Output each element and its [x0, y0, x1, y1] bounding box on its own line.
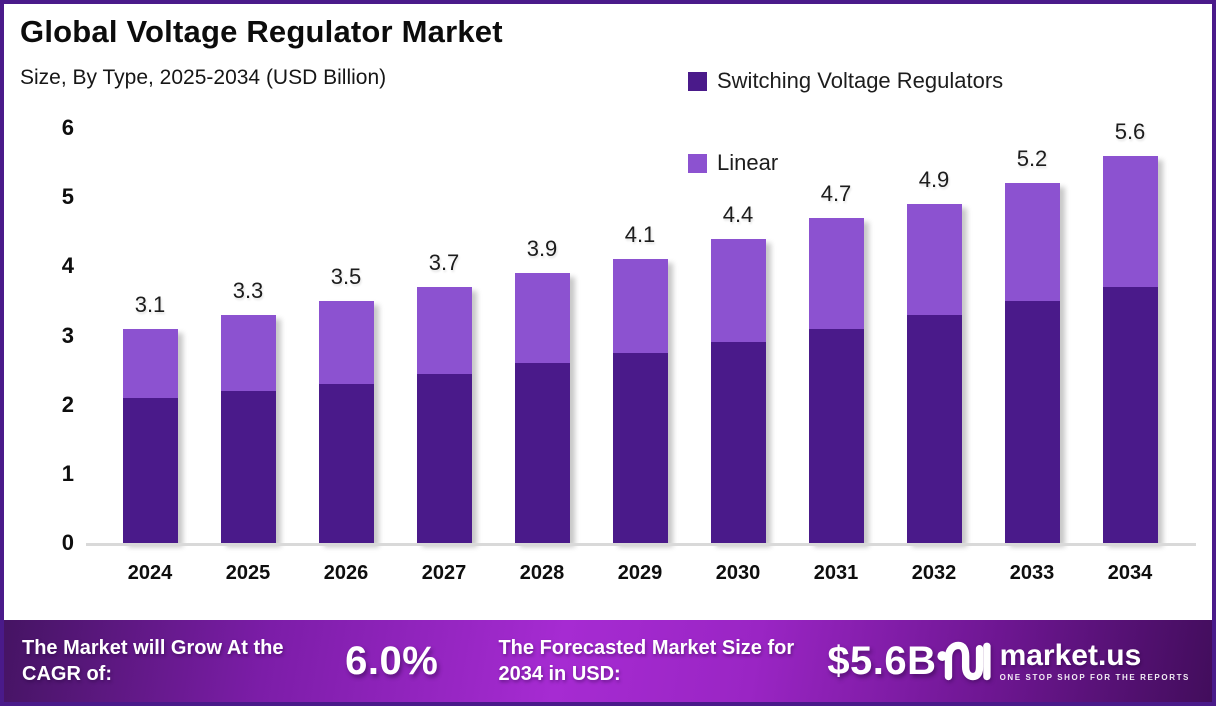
y-tick-label: 2	[61, 391, 74, 417]
bar-segment-linear	[220, 314, 276, 391]
footer-banner: The Market will Grow At the CAGR of: 6.0…	[4, 620, 1212, 702]
market-us-logo-icon	[936, 641, 991, 681]
bar-total-label: 3.5	[330, 263, 362, 289]
bar-group: 5.6	[1081, 119, 1179, 543]
bar-group: 4.1	[591, 128, 689, 543]
bar-segment-switching	[808, 328, 864, 543]
legend-swatch-icon	[688, 71, 707, 91]
bar-segment-linear	[612, 259, 668, 353]
bar-segment-linear	[514, 273, 570, 364]
bar-stack	[1004, 183, 1060, 543]
bar-segment-switching	[318, 383, 374, 543]
bar-segment-linear	[1102, 155, 1158, 288]
x-tick-label: 2030	[715, 562, 761, 584]
bar-total-label: 4.1	[624, 222, 656, 248]
bar-total-label: 5.2	[1016, 146, 1048, 172]
y-tick-label: 3	[61, 322, 74, 348]
bar-group: 4.9	[885, 128, 983, 543]
y-tick-label: 4	[61, 253, 74, 279]
bar-group: 3.1	[101, 128, 199, 543]
page-subtitle: Size, By Type, 2025-2034 (USD Billion)	[20, 66, 387, 89]
x-tick-label: 2034	[1107, 562, 1153, 584]
bar-group: 3.7	[395, 128, 493, 543]
bar-group: 3.3	[199, 128, 297, 543]
forecast-label: The Forecasted Market Size for 2034 in U…	[498, 637, 795, 685]
legend-label: Linear	[717, 150, 779, 175]
bar-total-label: 5.6	[1114, 118, 1146, 144]
bar-segment-switching	[416, 373, 472, 543]
bar-total-label: 3.9	[526, 236, 558, 262]
bar-stack	[318, 300, 374, 543]
bar-segment-switching	[122, 397, 178, 543]
bar-segment-linear	[318, 300, 374, 384]
bar-segment-switching	[710, 342, 766, 543]
y-tick-label: 0	[61, 530, 74, 555]
y-tick-label: 5	[61, 184, 74, 210]
bar-segment-linear	[122, 328, 178, 398]
x-tick-label: 2028	[519, 562, 565, 584]
bar-group: 3.5	[297, 128, 395, 543]
y-tick-label: 1	[61, 460, 74, 486]
plot-area: 3.1 3.3 3.5 3.7 3.9 4.1 4.4 4.7 4.9 5.2 5.6	[101, 119, 1179, 543]
bar-total-label: 3.3	[232, 277, 264, 303]
x-axis: 2024 2025 2026 2027 2028 2029 2030 2031 2032 2033…	[101, 562, 1179, 585]
brand-name: market.us	[999, 638, 1142, 672]
cagr-label: The Market will Grow At the CAGR of:	[22, 637, 284, 685]
bar-stack	[906, 204, 962, 543]
bar-total-label: 4.4	[722, 201, 754, 227]
bar-segment-switching	[612, 352, 668, 543]
x-tick-label: 2032	[911, 562, 957, 584]
page-title: Global Voltage Regulator Market	[20, 14, 503, 49]
bar-total-label: 4.9	[918, 167, 950, 193]
brand-logo: market.us ONE STOP SHOP FOR THE REPORTS	[936, 638, 1190, 684]
x-tick-label: 2031	[813, 562, 859, 584]
y-tick-label: 6	[61, 115, 74, 140]
brand-tagline: ONE STOP SHOP FOR THE REPORTS	[999, 673, 1190, 683]
bar-stack	[808, 217, 864, 543]
x-tick-label: 2025	[225, 562, 271, 584]
legend-swatch-icon	[688, 153, 707, 173]
chart-legend: Switching Voltage Regulators Linear	[688, 68, 1003, 232]
bar-stack	[220, 314, 276, 543]
bar-segment-switching	[514, 363, 570, 543]
bar-stack	[1102, 155, 1158, 543]
bar-segment-linear	[808, 217, 864, 329]
bar-group: 3.9	[493, 128, 591, 543]
x-tick-label: 2027	[421, 562, 467, 584]
bar-segment-linear	[416, 287, 472, 374]
bar-segment-switching	[906, 314, 962, 543]
bar-stack	[416, 287, 472, 543]
bar-total-label: 3.1	[134, 291, 166, 317]
y-axis: 0 1 2 3 4 5 6	[4, 115, 74, 555]
bar-total-label: 4.7	[820, 180, 852, 206]
legend-item: Switching Voltage Regulators	[688, 68, 1003, 94]
cagr-value: 6.0%	[345, 638, 439, 683]
x-tick-label: 2033	[1009, 562, 1055, 584]
bar-stack	[612, 259, 668, 543]
bar-total-label: 3.7	[428, 250, 460, 275]
bar-stack	[514, 273, 570, 543]
legend-item: Linear	[688, 150, 1003, 176]
bar-group: 4.7	[787, 128, 885, 543]
bar-group: 5.2	[983, 128, 1081, 543]
bar-segment-linear	[1004, 183, 1060, 301]
x-tick-label: 2024	[127, 562, 173, 584]
bar-segment-switching	[220, 390, 276, 543]
bar-stack	[122, 328, 178, 543]
bar-segment-linear	[906, 204, 962, 315]
bar-segment-switching	[1102, 287, 1158, 543]
x-tick-label: 2029	[617, 562, 663, 584]
x-tick-label: 2026	[323, 562, 369, 584]
bar-segment-switching	[1004, 300, 1060, 543]
legend-label: Switching Voltage Regulators	[717, 68, 1004, 93]
bar-group: 4.4	[689, 128, 787, 543]
bar-segment-linear	[710, 238, 766, 343]
x-axis-baseline	[86, 543, 1196, 546]
forecast-value: $5.6B	[827, 638, 937, 683]
bar-stack	[710, 238, 766, 543]
